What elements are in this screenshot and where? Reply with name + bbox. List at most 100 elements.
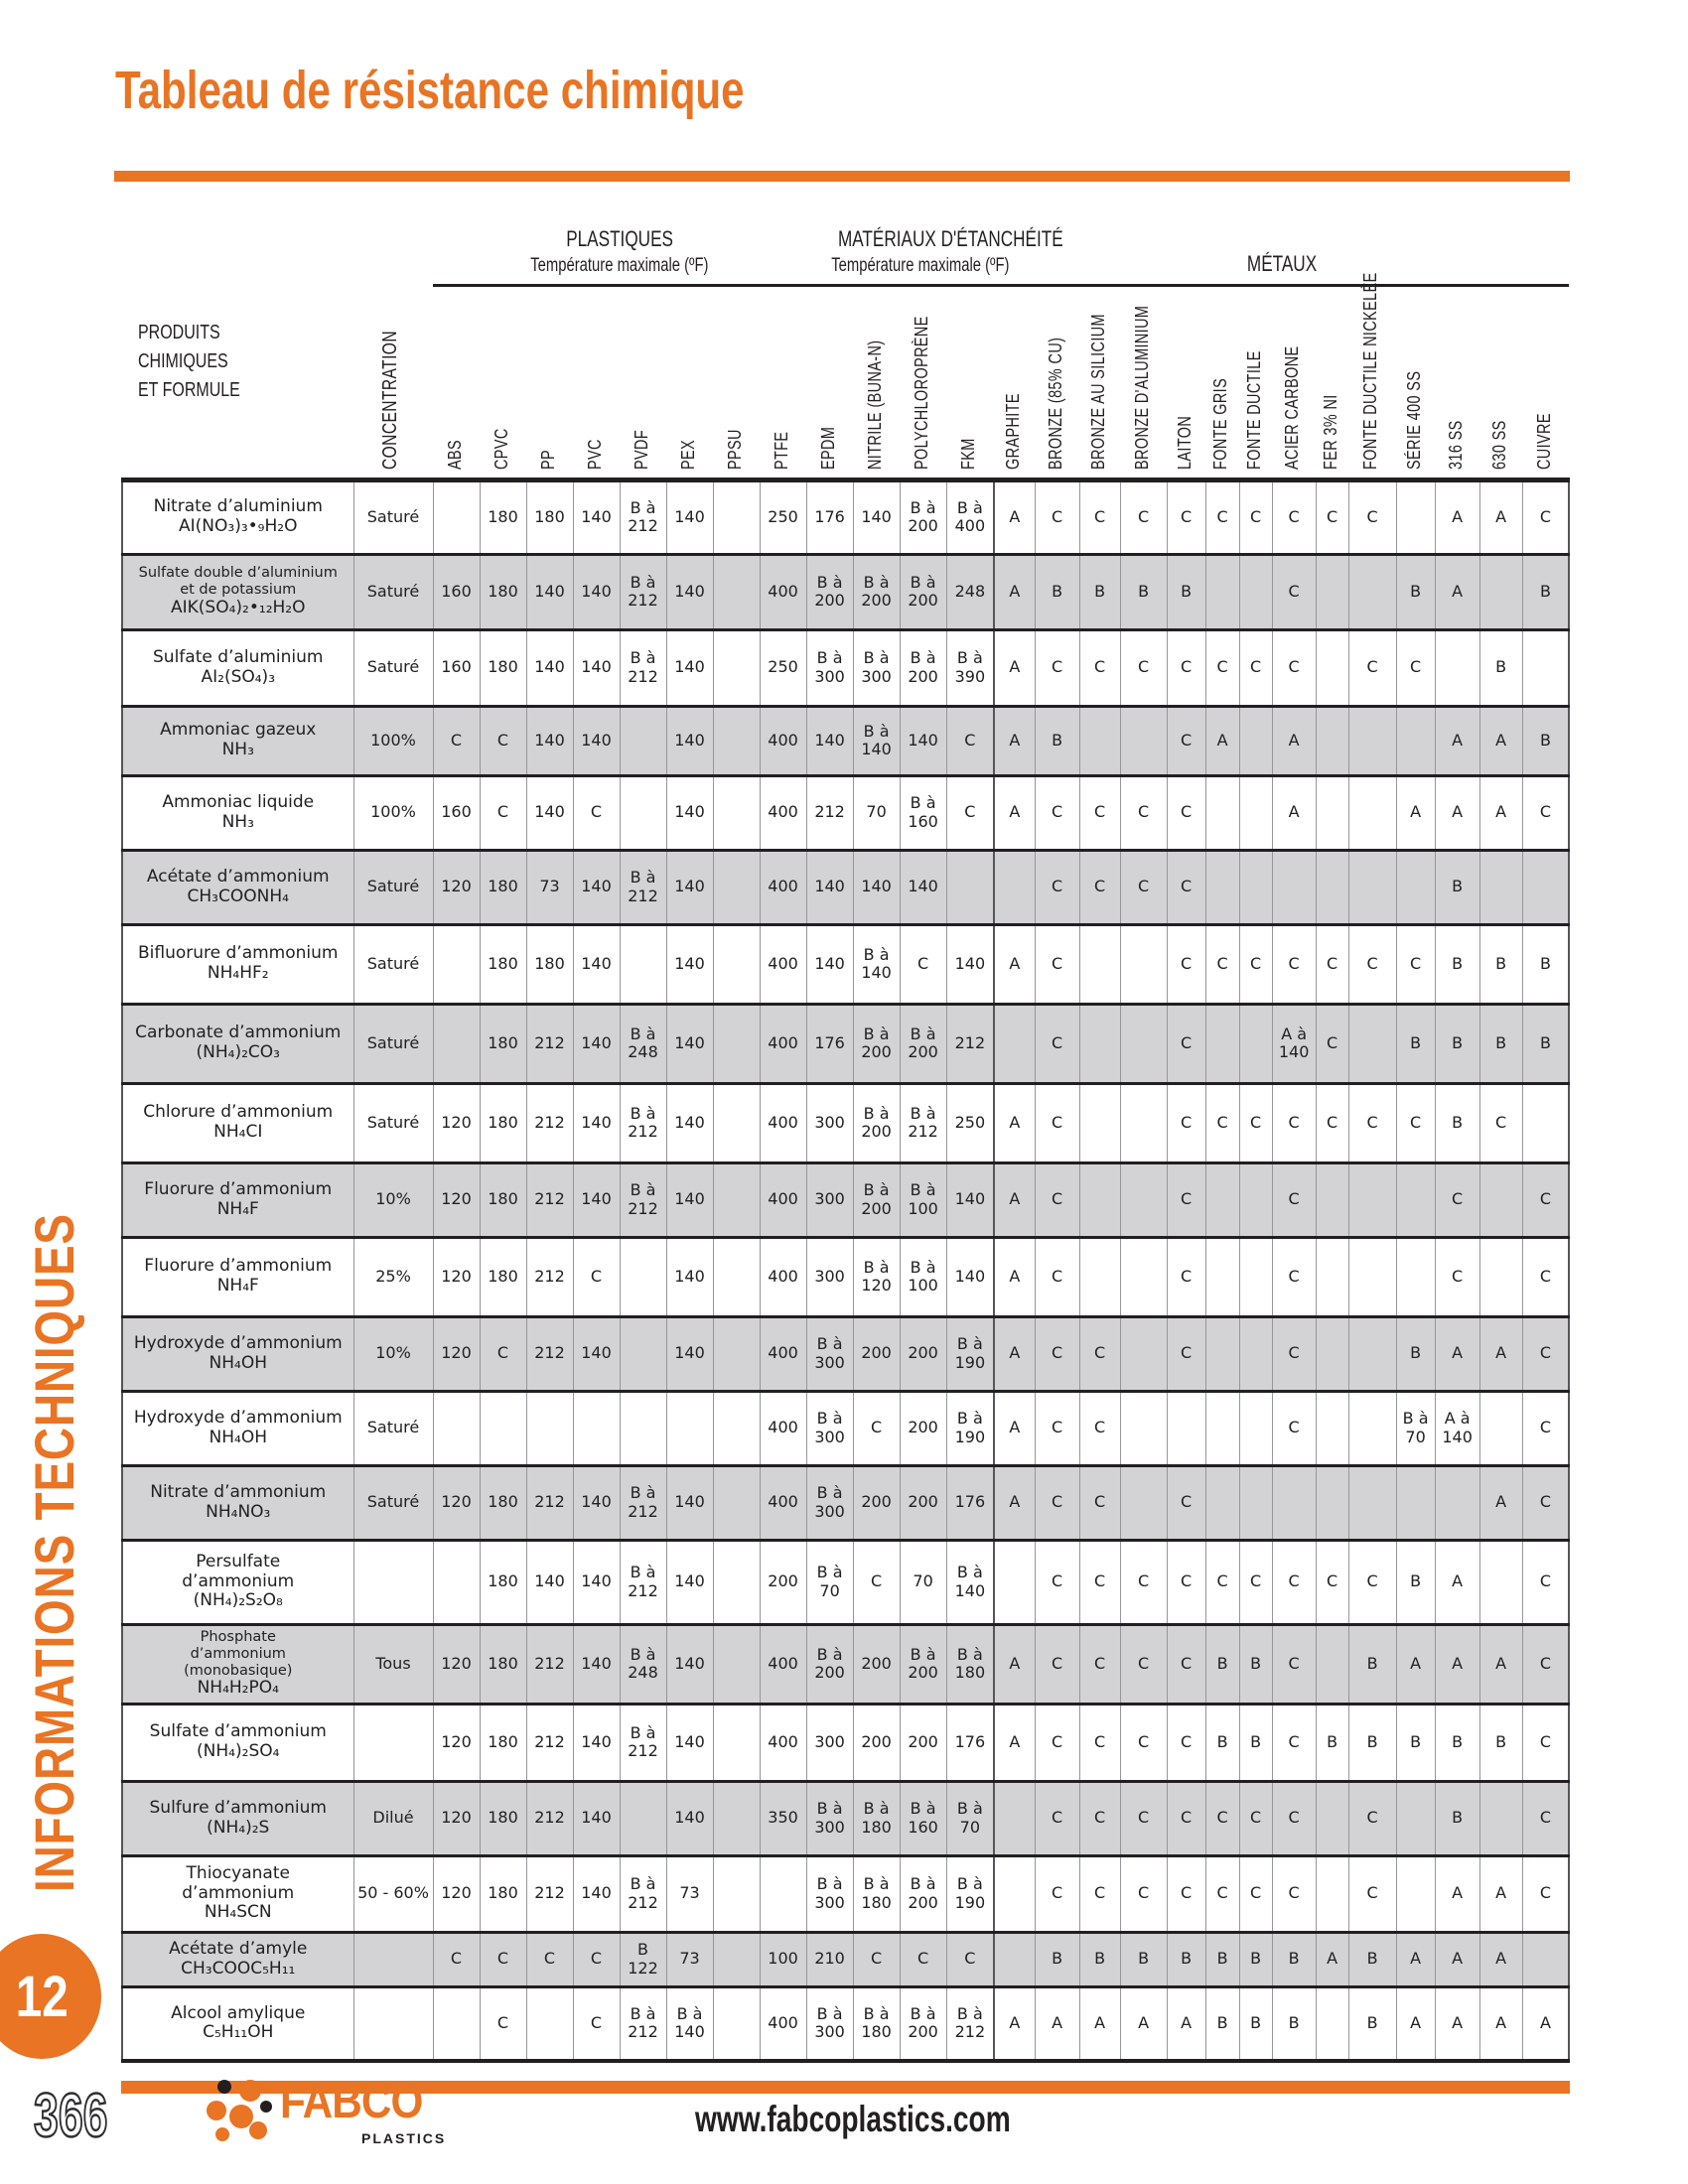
rating-cell: 140: [525, 773, 573, 850]
chemical-name: Ammoniac liquide: [162, 791, 315, 812]
rating-cell: 140: [572, 477, 620, 554]
rating-cell: B: [1238, 1702, 1273, 1781]
rating-cell: C: [1204, 1779, 1240, 1855]
column-label: PTFE: [770, 431, 791, 470]
column-header: BRONZE D'ALUMINIUM: [1120, 285, 1168, 482]
rating-cell: C: [1315, 477, 1349, 554]
rating-cell: C: [1238, 922, 1273, 1004]
table-row: Phosphate d’ammonium (monobasique) NH₄H₂P…: [121, 1622, 1571, 1704]
rating-cell: [1238, 773, 1273, 850]
rating-cell: B à 200: [899, 1984, 947, 2063]
table-row: Fluorure d’ammonium NH₄F 10% 120 180 212 140 B …: [121, 1160, 1571, 1237]
rating-cell: 350: [759, 1779, 807, 1855]
rating-cell: [1271, 1463, 1317, 1540]
rating-cell: 180: [479, 1002, 526, 1083]
rating-cell: 300: [805, 1081, 854, 1162]
chemical-name-cell: Ammoniac gazeux NH₃: [121, 704, 353, 775]
rating-cell: [1078, 1160, 1121, 1237]
chemical-name-cell: Sulfate d’ammonium (NH₄)₂SO₄: [121, 1702, 353, 1781]
rating-cell: 248: [945, 552, 995, 629]
rating-cell: 212: [525, 1853, 573, 1932]
rating-cell: C: [1315, 1002, 1349, 1083]
fabco-logo-text: FABCO: [280, 2076, 423, 2128]
rating-cell: 160: [432, 552, 480, 629]
rating-cell: A: [1271, 704, 1317, 775]
rating-cell: 140: [525, 627, 573, 706]
rating-cell: C: [1166, 1002, 1206, 1083]
rating-cell: C: [1119, 1538, 1168, 1624]
table-row: Hydroxyde d’ammonium NH₄OH Saturé 400 B à 30…: [121, 1389, 1571, 1465]
rating-cell: C: [899, 922, 947, 1004]
rating-cell: A: [993, 773, 1036, 850]
rating-cell: B à 248: [619, 1002, 666, 1083]
column-header: ABS: [433, 285, 480, 482]
page-title: Tableau de résistance chimique: [115, 61, 745, 120]
rating-cell: [712, 1984, 760, 2063]
chemical-formula: (NH₄)₂S₂O₈: [193, 1590, 283, 1611]
rating-cell: A: [1434, 552, 1480, 629]
rating-cell: [1347, 1314, 1397, 1391]
rating-cell: [619, 704, 666, 775]
rating-cell: B: [1478, 922, 1523, 1004]
chemical-formula: C₅H₁₁OH: [203, 2022, 274, 2043]
rating-cell: [619, 1389, 666, 1465]
rating-cell: B: [1395, 1702, 1436, 1781]
rating-cell: [432, 922, 480, 1004]
table-row: Alcool amylique C₅H₁₁OH C C B à 212 B à 140 40…: [121, 1984, 1571, 2063]
rating-cell: C: [1034, 1314, 1080, 1391]
rating-cell: [1315, 1622, 1349, 1704]
rating-cell: [1119, 922, 1168, 1004]
rating-cell: B à 200: [805, 1622, 854, 1704]
column-label: CPVC: [490, 427, 511, 470]
chemical-name-cell: Ammoniac liquide NH₃: [121, 773, 353, 850]
rating-cell: B à 180: [852, 1984, 901, 2063]
rating-cell: 140: [665, 1538, 713, 1624]
rating-cell: [1315, 627, 1349, 706]
rating-cell: [712, 1463, 760, 1540]
rating-cell: C: [1166, 922, 1206, 1004]
rating-cell: [1478, 1538, 1523, 1624]
rating-cell: B à 180: [852, 1853, 901, 1932]
rating-cell: 140: [665, 1702, 713, 1781]
rating-cell: B: [1238, 1622, 1273, 1704]
rating-cell: [619, 1235, 666, 1316]
rating-cell: [1347, 848, 1397, 924]
rating-cell: B à 200: [899, 477, 947, 554]
rating-cell: [1204, 1235, 1240, 1316]
rating-cell: C: [1238, 477, 1273, 554]
rating-cell: C: [1271, 552, 1317, 629]
rating-cell: [1238, 1235, 1273, 1316]
rating-cell: B à 212: [945, 1984, 995, 2063]
rating-cell: 140: [572, 1463, 620, 1540]
rating-cell: 400: [759, 1314, 807, 1391]
rating-cell: C: [852, 1389, 901, 1465]
rating-cell: 140: [665, 552, 713, 629]
rating-cell: B à 212: [619, 1081, 666, 1162]
chemical-name-cell: Carbonate d’ammonium (NH₄)₂CO₃: [121, 1002, 353, 1083]
chemical-name-cell: Fluorure d’ammonium NH₄F: [121, 1235, 353, 1316]
rating-cell: C: [1119, 773, 1168, 850]
rating-cell: 140: [572, 848, 620, 924]
rating-cell: C: [1347, 627, 1397, 706]
rating-cell: [1119, 1160, 1168, 1237]
rating-cell: 400: [759, 704, 807, 775]
rating-cell: A: [1478, 1314, 1523, 1391]
rating-cell: 400: [759, 552, 807, 629]
rating-cell: A: [993, 627, 1036, 706]
rating-cell: [1347, 552, 1397, 629]
concentration-cell: [352, 1930, 433, 1986]
molecule-dot: [229, 2105, 253, 2128]
rating-cell: C: [945, 773, 995, 850]
rating-cell: B: [1347, 1702, 1397, 1781]
rating-cell: B: [1271, 1984, 1317, 2063]
rating-cell: A: [993, 922, 1036, 1004]
rating-cell: 140: [572, 1538, 620, 1624]
rating-cell: [1204, 773, 1240, 850]
column-header: BRONZE AU SILICIUM: [1079, 285, 1121, 482]
rating-cell: B à 212: [899, 1081, 947, 1162]
fabco-logo: FABCO PLASTICS: [207, 2075, 566, 2160]
column-header: CUIVRE: [1522, 285, 1570, 482]
concentration-cell: Saturé: [352, 848, 433, 924]
chemical-formula: NH₄SCN: [204, 1902, 272, 1923]
rating-cell: C: [1271, 1779, 1317, 1855]
